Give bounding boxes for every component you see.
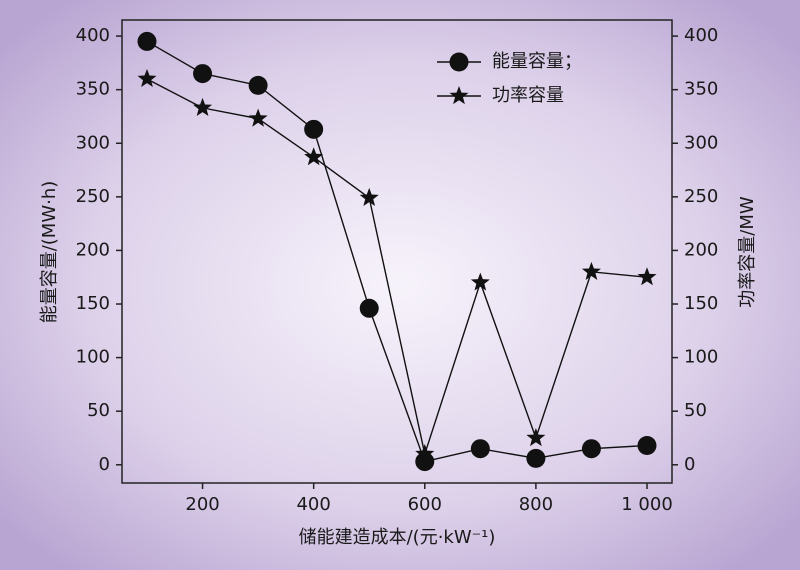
star-marker xyxy=(304,147,324,166)
x-tick-label: 600 xyxy=(408,494,442,515)
y-tick-label: 350 xyxy=(76,79,110,100)
y2-tick-label: 0 xyxy=(684,454,695,475)
y2-tick-label: 150 xyxy=(684,293,718,314)
star-marker xyxy=(137,68,157,88)
y2-tick-label: 50 xyxy=(684,400,707,421)
star-marker xyxy=(581,261,601,280)
legend-label: 能量容量； xyxy=(492,51,582,72)
series-line xyxy=(146,78,648,457)
y-axis-label: 能量容量/(MW·h) xyxy=(39,181,60,324)
circle-marker xyxy=(137,31,157,51)
y-tick-label: 0 xyxy=(99,454,110,475)
star-marker xyxy=(637,267,657,286)
y-tick-label: 300 xyxy=(76,132,110,153)
circle-marker xyxy=(581,439,601,459)
y-tick-label: 200 xyxy=(76,239,110,260)
x-axis-label: 储能建造成本/(元·kW⁻¹) xyxy=(299,527,496,548)
y2-tick-label: 350 xyxy=(684,79,718,100)
star-marker xyxy=(193,97,213,116)
star-marker xyxy=(526,427,546,447)
circle-marker xyxy=(470,439,490,459)
y2-tick-label: 300 xyxy=(684,132,718,153)
star-marker xyxy=(415,444,435,463)
y-tick-label: 50 xyxy=(87,400,110,421)
x-tick-label: 400 xyxy=(296,494,330,515)
x-tick-label: 200 xyxy=(185,494,219,515)
y2-tick-label: 100 xyxy=(684,347,718,368)
y-tick-label: 400 xyxy=(76,25,110,46)
star-marker xyxy=(248,108,268,127)
star-marker xyxy=(470,272,490,291)
legend-label: 功率容量 xyxy=(492,85,564,106)
y-tick-label: 250 xyxy=(76,186,110,207)
circle-marker xyxy=(304,119,324,139)
y-tick-label: 150 xyxy=(76,293,110,314)
y2-tick-label: 200 xyxy=(684,239,718,260)
circle-marker xyxy=(637,435,657,455)
circle-marker xyxy=(526,448,546,468)
y-tick-label: 100 xyxy=(76,347,110,368)
y2-axis-label: 功率容量/MW xyxy=(737,196,758,308)
star-marker xyxy=(449,86,469,105)
circle-marker xyxy=(193,64,213,84)
circle-marker xyxy=(248,75,268,95)
circle-marker xyxy=(359,298,379,318)
circle-marker xyxy=(415,452,435,472)
series-line xyxy=(146,40,648,463)
circle-marker xyxy=(449,52,469,72)
y2-tick-label: 400 xyxy=(684,25,718,46)
y2-tick-label: 250 xyxy=(684,186,718,207)
x-tick-label: 800 xyxy=(519,494,553,515)
x-tick-label: 1 000 xyxy=(621,494,673,515)
plot-frame xyxy=(121,19,673,484)
star-marker xyxy=(359,187,379,206)
